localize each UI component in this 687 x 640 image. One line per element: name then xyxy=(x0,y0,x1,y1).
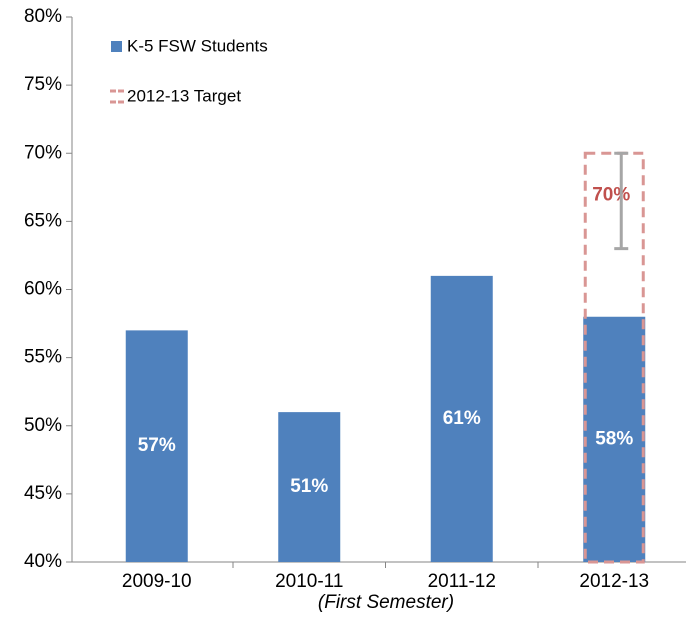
legend-label: K-5 FSW Students xyxy=(127,36,268,55)
legend-label: 2012-13 Target xyxy=(127,86,241,105)
legend-swatch xyxy=(111,41,122,52)
y-tick-label: 50% xyxy=(24,415,62,436)
x-axis-label: (First Semester) xyxy=(318,592,454,613)
x-tick-label: 2011-12 xyxy=(428,571,496,592)
y-tick-label: 45% xyxy=(24,483,62,504)
bar xyxy=(125,330,188,562)
y-tick-label: 65% xyxy=(24,210,62,231)
x-tick-label: 2009-10 xyxy=(122,571,192,592)
bar-value-label: 58% xyxy=(595,428,633,449)
x-tick-label: 2010-11 xyxy=(275,571,343,592)
y-tick-label: 60% xyxy=(24,279,62,300)
bar xyxy=(278,412,341,562)
bar-value-label: 51% xyxy=(290,476,328,497)
bar-value-label: 57% xyxy=(138,435,176,456)
y-tick-label: 75% xyxy=(24,74,62,95)
y-tick-label: 80% xyxy=(24,6,62,27)
y-tick-label: 70% xyxy=(24,142,62,163)
bar xyxy=(430,275,493,562)
x-tick-label: 2012-13 xyxy=(579,571,649,592)
y-tick-label: 55% xyxy=(24,347,62,368)
target-box xyxy=(583,151,645,564)
bar xyxy=(583,316,646,562)
target-value-label: 70% xyxy=(592,184,630,205)
y-tick-label: 40% xyxy=(24,551,62,572)
bar-value-label: 61% xyxy=(443,408,481,429)
